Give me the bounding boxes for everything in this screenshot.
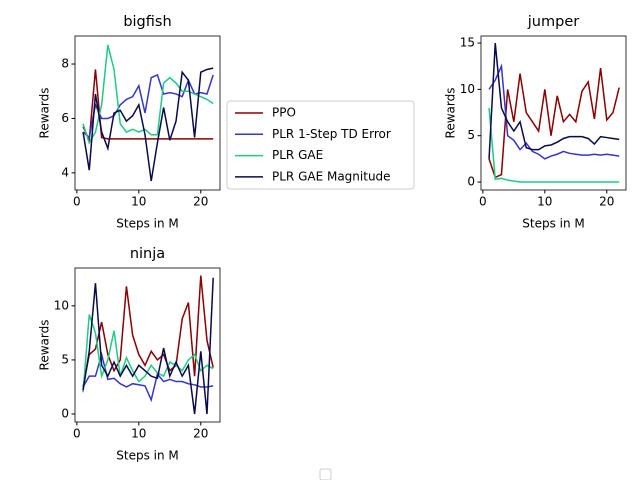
legend-label: PPO [272, 106, 296, 120]
y-tick-label: 0 [467, 175, 475, 189]
x-tick-label: 10 [537, 195, 552, 209]
chart-title: bigfish [123, 14, 171, 30]
x-axis-label: Steps in M [116, 449, 179, 463]
axes-frame [480, 35, 627, 191]
series-line [82, 67, 214, 182]
axes-frame [74, 35, 221, 191]
x-tick-label: 0 [73, 195, 81, 209]
y-tick-label: 10 [460, 82, 475, 96]
y-axis-label: Rewards [444, 88, 458, 139]
series-line [82, 44, 214, 145]
series-line [488, 107, 620, 183]
series-line [488, 63, 620, 160]
legend-box [226, 100, 415, 190]
series-line [82, 73, 214, 139]
y-tick-label: 10 [54, 298, 69, 312]
chart-title: ninja [130, 246, 165, 262]
x-tick-label: 0 [479, 195, 487, 209]
x-tick-label: 10 [131, 195, 146, 209]
x-tick-label: 20 [193, 427, 208, 441]
legend-label: PLR 1-Step TD Error [272, 127, 391, 141]
y-tick-label: 0 [61, 406, 69, 420]
y-tick-label: 8 [61, 57, 69, 71]
axes-frame [74, 267, 221, 423]
y-tick-label: 5 [467, 128, 475, 142]
y-tick-label: 6 [61, 111, 69, 125]
legend-label: PLR GAE Magnitude [272, 169, 391, 183]
y-axis-label: Rewards [38, 320, 52, 371]
y-tick-label: 15 [460, 36, 475, 50]
x-tick-label: 20 [599, 195, 614, 209]
series-line [82, 275, 214, 388]
chart-title: jumper [527, 14, 579, 30]
x-tick-label: 10 [131, 427, 146, 441]
series-line [488, 67, 620, 179]
legend-label: PLR GAE [272, 148, 323, 162]
x-tick-label: 20 [193, 195, 208, 209]
series-line [82, 277, 214, 415]
x-axis-label: Steps in M [522, 217, 585, 231]
x-axis-label: Steps in M [116, 217, 179, 231]
series-line [82, 314, 214, 393]
x-tick-label: 0 [73, 427, 81, 441]
y-tick-label: 4 [61, 165, 69, 179]
y-tick-label: 5 [61, 352, 69, 366]
series-line [488, 42, 620, 159]
y-axis-label: Rewards [38, 88, 52, 139]
empty-legend [319, 468, 332, 480]
